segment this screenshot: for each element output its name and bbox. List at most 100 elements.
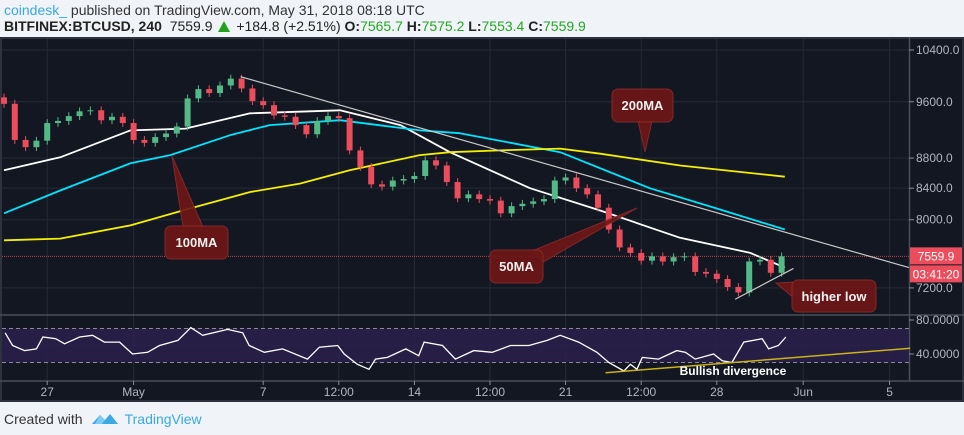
time-axis[interactable]: 27 May 7 12:00 14 12:00 21 12:00 28 Jun 5: [41, 381, 894, 399]
symbol-info: BITFINEX:BTCUSD, 240 7559.9 +184.8 (+2.5…: [4, 18, 586, 34]
candle-body: [541, 199, 547, 202]
callout-200ma[interactable]: 200MA: [611, 88, 674, 153]
candle: [422, 156, 429, 180]
candle: [119, 112, 126, 127]
x-tick-label: 21: [559, 385, 573, 399]
tradingview-link[interactable]: TradingView: [124, 411, 202, 427]
candle-body: [767, 259, 774, 273]
candle-body: [703, 271, 709, 274]
candles: [1, 74, 785, 297]
candle-body: [724, 278, 731, 288]
candle: [681, 252, 688, 262]
candle-body: [670, 257, 677, 262]
candle: [778, 252, 785, 277]
candle: [724, 275, 731, 291]
candle: [519, 199, 526, 211]
candle-body: [11, 103, 18, 140]
y-tick-label: 8400.0: [916, 181, 953, 195]
candle: [249, 84, 256, 106]
candle: [465, 190, 472, 203]
candle: [487, 195, 493, 205]
ma-line-50ma: [3, 109, 786, 269]
candle-body: [443, 165, 450, 183]
candle-body: [778, 256, 785, 273]
candle: [638, 249, 645, 265]
candle-body: [130, 123, 137, 140]
candle-body: [44, 123, 51, 141]
candle: [616, 225, 623, 252]
candle: [411, 172, 418, 183]
candle-body: [551, 180, 558, 200]
candle: [389, 176, 396, 191]
candle: [551, 176, 558, 203]
candle: [605, 203, 612, 234]
callout-100ma[interactable]: 100MA: [164, 155, 229, 260]
candle-body: [22, 139, 29, 148]
close-value: 7559.9: [543, 18, 586, 34]
candle-body: [454, 182, 461, 199]
candle: [314, 117, 321, 139]
candle-body: [184, 98, 191, 127]
callout-higher-low[interactable]: higher low: [774, 279, 877, 313]
candle-body: [109, 116, 115, 121]
candle-body: [33, 140, 40, 148]
low-value: 7553.4: [481, 18, 525, 34]
candle: [595, 190, 601, 212]
candle-body: [249, 88, 256, 102]
candle: [659, 252, 666, 266]
trendlines[interactable]: [240, 76, 910, 300]
candle-body: [271, 105, 277, 116]
callout-100ma-text: 100MA: [176, 235, 219, 250]
x-tick-label: 12:00: [475, 385, 505, 399]
candle: [508, 202, 515, 218]
candle: [746, 257, 753, 297]
candle-body: [735, 287, 742, 293]
x-tick-label: 12:00: [626, 385, 656, 399]
chart-canvas[interactable]: 100MA 200MA 50MA higher low Bullish dive…: [0, 37, 964, 402]
candle: [271, 101, 277, 120]
trendline-descending-resistance: [240, 76, 910, 269]
bar-countdown: 03:41:20: [913, 267, 960, 281]
candle: [152, 133, 159, 147]
candle-body: [292, 116, 299, 126]
high-value: 7575.2: [421, 18, 465, 34]
x-tick-label: May: [122, 385, 145, 399]
candle: [11, 99, 18, 144]
candle: [433, 156, 439, 170]
candle: [476, 190, 483, 203]
callout-50ma[interactable]: 50MA: [489, 207, 638, 284]
price-axis[interactable]: 10400.0 9600.0 8800.0 8400.0 8000.0 7200.0 80.…: [909, 43, 960, 361]
open-label: O:: [344, 18, 361, 34]
candle-body: [584, 188, 591, 195]
x-tick-label: 14: [408, 385, 422, 399]
publish-info: coindesk_ published on TradingView.com, …: [4, 2, 425, 18]
candle-body: [335, 116, 342, 119]
last-price-badge: 7559.9 03:41:20: [910, 247, 962, 283]
x-tick-label: Jun: [794, 385, 813, 399]
candle: [573, 173, 580, 193]
candle: [1, 93, 7, 108]
y-tick-label: 7200.0: [916, 281, 953, 295]
tradingview-logo-icon: [91, 414, 118, 424]
candle-body: [422, 160, 429, 176]
up-triangle-icon: [218, 21, 231, 32]
candle: [346, 114, 353, 155]
callout-200ma-text: 200MA: [622, 98, 665, 113]
candle-body: [713, 273, 720, 279]
candle: [217, 81, 223, 97]
author-link[interactable]: coindesk_: [4, 2, 68, 18]
candle: [735, 283, 742, 297]
chart-frame: [0, 37, 964, 402]
rsi-band: [2, 328, 909, 363]
candle-body: [357, 150, 364, 167]
candle-body: [238, 78, 245, 89]
candle: [98, 106, 105, 125]
candle-body: [227, 78, 234, 86]
candle: [44, 119, 51, 145]
ma-line-100ma: [3, 119, 786, 231]
candle: [238, 74, 245, 93]
candle: [33, 136, 40, 152]
candle: [130, 119, 137, 144]
candle-body: [746, 261, 753, 293]
candle: [65, 112, 72, 125]
